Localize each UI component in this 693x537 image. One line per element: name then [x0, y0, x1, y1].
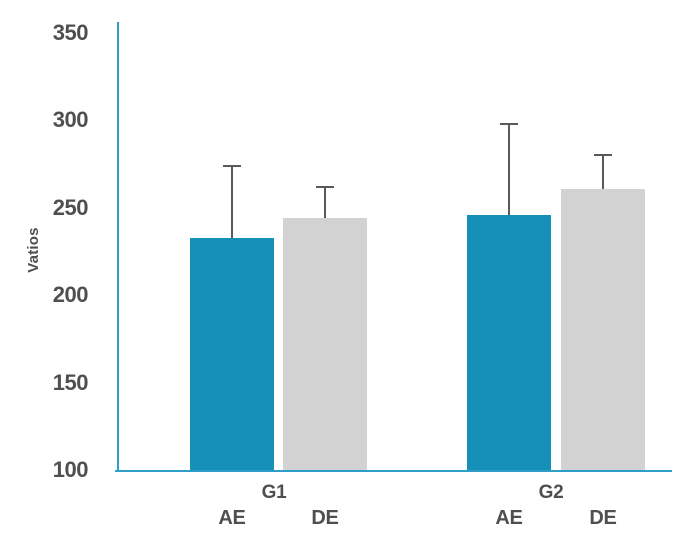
error-bar-stem — [602, 155, 604, 189]
y-tick-label: 350 — [52, 20, 89, 45]
error-bar-cap — [500, 123, 518, 125]
y-tick-label: 300 — [52, 107, 89, 132]
y-tick-label: 250 — [52, 195, 89, 220]
bar-label-ae-g2: AE — [495, 507, 523, 529]
bar-label-de-g2: DE — [589, 507, 617, 529]
error-bar-cap — [316, 186, 334, 188]
bar-label-de-g1: DE — [311, 507, 339, 529]
category-label-g2: G2 — [538, 482, 564, 503]
error-bar-stem — [231, 166, 233, 238]
y-tick-label: 150 — [52, 370, 89, 395]
y-tick-label: 200 — [52, 282, 89, 307]
error-bar-cap — [223, 165, 241, 167]
error-bar-cap — [594, 154, 612, 156]
bar-label-ae-g1: AE — [218, 507, 246, 529]
bar-ae-g1 — [190, 238, 274, 470]
y-tick-label: 100 — [52, 457, 89, 482]
x-axis-line — [115, 470, 672, 472]
error-bar-stem — [508, 124, 510, 215]
bar-de-g1 — [283, 218, 367, 470]
category-label-g1: G1 — [261, 482, 287, 503]
bar-de-g2 — [561, 189, 645, 470]
bar-ae-g2 — [467, 215, 551, 470]
error-bar-stem — [324, 187, 326, 218]
y-axis-line — [117, 22, 119, 472]
